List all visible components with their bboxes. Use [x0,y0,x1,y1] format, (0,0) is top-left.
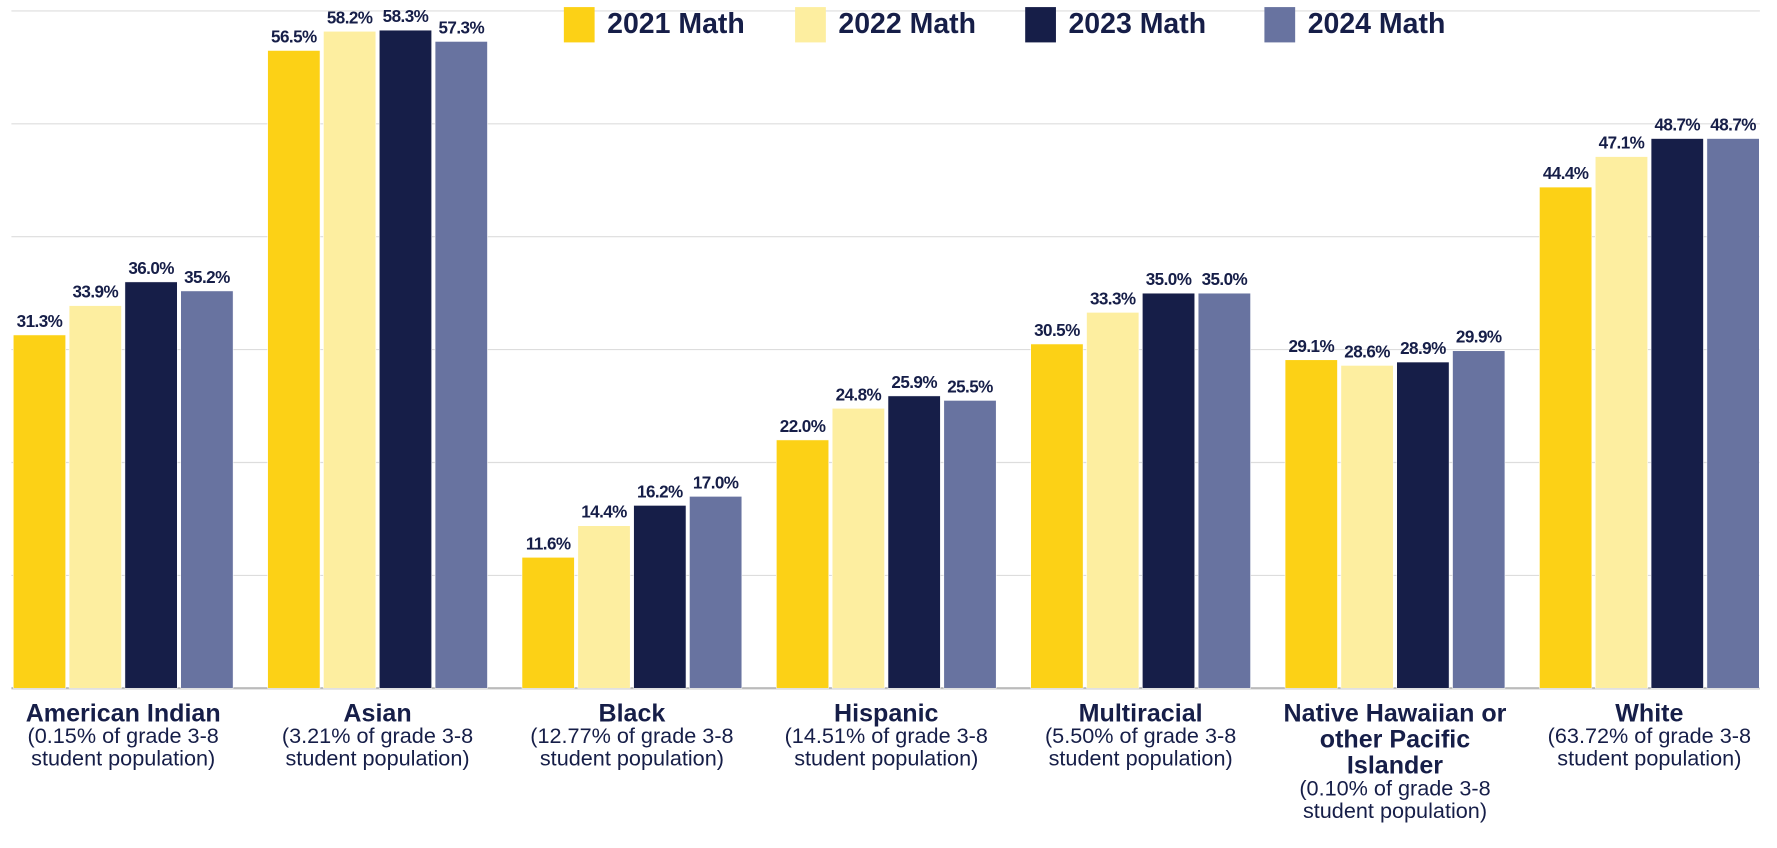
bar [1142,292,1196,689]
value-label: 16.2% [637,482,683,501]
legend-item: 2024 Math [1264,7,1446,43]
legend-label: 2021 Math [607,8,745,40]
bar [577,525,631,689]
bar [1650,138,1704,689]
bar [831,408,885,689]
value-label: 29.9% [1456,328,1502,347]
value-label: 58.3% [383,7,429,26]
value-label: 36.0% [128,259,174,278]
legend-swatch [795,7,826,43]
value-label: 28.9% [1400,339,1446,358]
category-note: (5.50% of grade 3-8 student population) [1044,724,1237,772]
bar [1030,343,1084,689]
legend-item: 2022 Math [795,7,976,43]
value-label: 48.7% [1654,116,1700,135]
legend-label: 2024 Math [1308,8,1446,40]
category-note: (3.21% of grade 3-8 student population) [281,724,474,772]
bar [633,505,687,689]
category-label-box: Black (12.77% of grade 3-8 student popula… [505,700,758,772]
category-label: Native Hawaiian or other Pacific Islande… [1269,700,1522,824]
bar [1594,156,1648,689]
legend-item: 2023 Math [1025,7,1206,43]
category-name: Multiracial [1078,699,1203,728]
bar [1086,312,1140,689]
value-label: 28.6% [1344,342,1390,361]
bar [1340,365,1394,689]
category-note: (12.77% of grade 3-8 student population) [530,724,734,772]
legend-swatch [1264,7,1296,43]
category-label: White(63.72% of grade 3-8 student popula… [1523,700,1776,772]
category-note: (63.72% of grade 3-8 student population) [1547,724,1752,772]
bar [68,305,122,689]
bar [1706,138,1760,689]
bar [323,30,377,689]
value-label: 57.3% [438,18,484,37]
legend-item: 2021 Math [563,7,745,43]
value-label: 35.2% [184,268,230,287]
category-label-box: Asian (3.21% of grade 3-8 student populat… [251,700,504,772]
category-name: Asian [343,699,412,728]
value-label: 14.4% [581,503,627,522]
category-label: American Indian(0.15% of grade 3-8 stude… [0,700,250,772]
bar [1452,350,1506,689]
legend-swatch [563,7,595,43]
category-name: Black [598,699,666,728]
category-label: Hispanic(14.51% of grade 3-8 student pop… [760,700,1013,772]
bar [776,439,830,689]
bar [689,496,743,689]
bar [521,557,575,689]
bar [267,50,321,689]
value-label: 47.1% [1599,134,1645,153]
value-label: 22.0% [780,417,826,436]
value-label: 58.2% [327,8,373,27]
legend-label: 2023 Math [1068,8,1206,40]
bar [1539,186,1593,689]
category-label-box: Native Hawaiian or other Pacific Islande… [1269,700,1522,824]
value-label: 17.0% [693,473,739,492]
category-name: Native Hawaiian or other Pacific Islande… [1283,699,1507,780]
category-name: American Indian [25,699,221,728]
category-name: Hispanic [834,699,939,728]
value-label: 56.5% [271,27,317,46]
value-label: 30.5% [1034,321,1080,340]
bar [1197,292,1251,689]
legend-swatch [1025,7,1056,43]
value-label: 25.5% [947,377,993,396]
category-note: (14.51% of grade 3-8 student population) [784,724,988,772]
category-note: (0.10% of grade 3-8 student population) [1299,777,1491,825]
value-label: 44.4% [1543,164,1589,183]
category-note: (0.15% of grade 3-8 student population) [27,724,219,772]
bar [12,334,66,689]
bar [434,41,488,689]
bar [378,29,432,689]
value-label: 48.7% [1710,116,1756,135]
bar [1396,361,1450,689]
category-label-box: American Indian (0.15% of grade 3-8 stude… [0,700,250,772]
value-label: 35.0% [1202,270,1248,289]
value-label: 33.3% [1090,289,1136,308]
bar [180,290,234,689]
bar [887,395,941,689]
legend-label: 2022 Math [838,8,976,40]
bar [1284,359,1338,689]
category-label-box: Hispanic (14.51% of grade 3-8 student pop… [760,700,1013,772]
value-label: 33.9% [72,283,118,302]
category-label: Multiracial(5.50% of grade 3-8 student p… [1014,700,1267,772]
category-label-box: Multiracial (5.50% of grade 3-8 student p… [1014,700,1267,772]
value-label: 29.1% [1288,337,1334,356]
category-label-box: White (63.72% of grade 3-8 student popula… [1523,700,1776,772]
category-label: Asian(3.21% of grade 3-8 student populat… [251,700,504,772]
category-name: White [1615,699,1684,728]
value-label: 11.6% [526,534,571,553]
category-label: Black(12.77% of grade 3-8 student popula… [505,700,758,772]
value-label: 25.9% [891,373,937,392]
value-label: 24.8% [836,385,882,404]
bar [124,281,178,689]
value-label: 31.3% [17,312,63,331]
value-label: 35.0% [1146,270,1192,289]
bar [943,400,997,689]
